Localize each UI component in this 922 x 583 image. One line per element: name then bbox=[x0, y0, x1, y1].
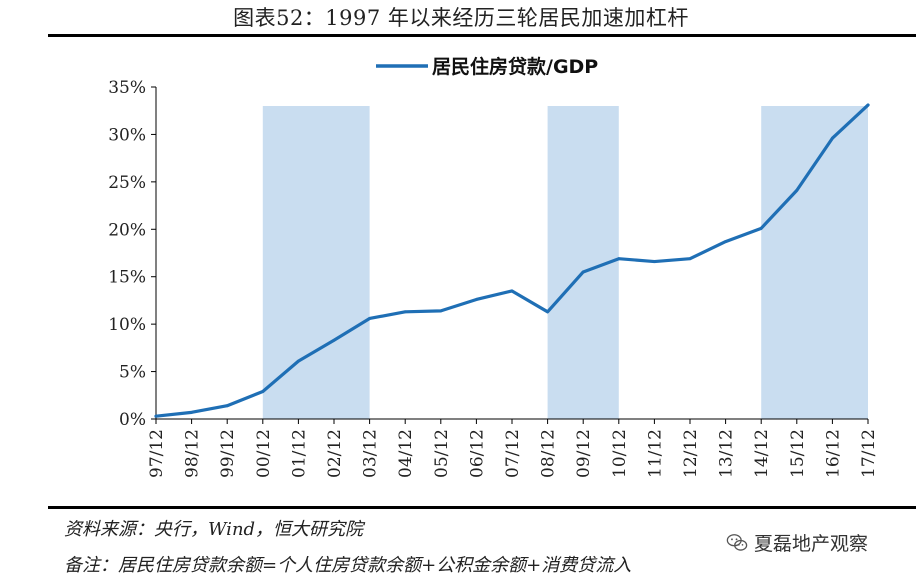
watermark: 夏磊地产观察 bbox=[726, 529, 868, 556]
top-rule bbox=[48, 34, 916, 37]
data-point bbox=[795, 188, 799, 192]
y-tick-label: 5% bbox=[119, 363, 146, 383]
y-tick-label: 20% bbox=[108, 220, 146, 240]
data-point bbox=[653, 260, 656, 263]
x-tick-label: 15/12 bbox=[788, 429, 808, 478]
data-point bbox=[724, 240, 727, 244]
x-tick-label: 07/12 bbox=[503, 429, 523, 478]
line-chart: 0% 5% 10% 15% 20% 25% 30% 35% 97/12 98/12 99/12 00/… bbox=[108, 55, 879, 478]
data-point bbox=[297, 359, 300, 363]
x-tick-label: 14/12 bbox=[752, 429, 772, 478]
x-tick-label: 99/12 bbox=[218, 429, 238, 478]
x-tick-label: 04/12 bbox=[396, 429, 416, 478]
data-point bbox=[831, 136, 834, 140]
data-point bbox=[368, 317, 371, 320]
watermark-text: 夏磊地产观察 bbox=[754, 533, 869, 555]
shaded-band-1 bbox=[262, 106, 370, 419]
data-point bbox=[759, 226, 763, 230]
x-tick-label: 11/12 bbox=[645, 429, 665, 478]
data-point bbox=[475, 298, 478, 301]
x-tick-label: 01/12 bbox=[289, 429, 309, 478]
x-tick-label: 12/12 bbox=[681, 429, 701, 478]
data-point bbox=[581, 270, 585, 274]
x-tick-label: 06/12 bbox=[467, 429, 487, 478]
chart-title: 图表52：1997 年以来经历三轮居民加速加杠杆 bbox=[233, 6, 689, 30]
data-point bbox=[688, 257, 692, 261]
x-tick-label: 08/12 bbox=[539, 429, 559, 478]
y-tick-label: 25% bbox=[108, 173, 146, 193]
remark-note: 备注：居民住房贷款余额=个人住房贷款余额+公积金余额+消费贷流入 bbox=[64, 555, 632, 576]
x-tick-label: 97/12 bbox=[147, 429, 167, 478]
x-tick-label: 10/12 bbox=[610, 429, 630, 478]
y-tick-label: 15% bbox=[108, 268, 146, 288]
bottom-rule bbox=[48, 506, 916, 509]
x-tick-label: 00/12 bbox=[254, 429, 274, 478]
legend-label: 居民住房贷款/GDP bbox=[432, 55, 598, 78]
wechat-icon bbox=[726, 533, 748, 551]
x-tick-label: 03/12 bbox=[361, 429, 381, 478]
y-tick-label: 10% bbox=[108, 315, 146, 335]
y-tick-label: 35% bbox=[108, 78, 146, 98]
data-point bbox=[332, 338, 336, 342]
data-point bbox=[866, 103, 870, 107]
data-point bbox=[154, 414, 158, 418]
y-tick-label: 0% bbox=[119, 410, 146, 430]
x-tick-label: 13/12 bbox=[717, 429, 737, 478]
shaded-band-3 bbox=[761, 106, 868, 419]
source-note: 资料来源：央行，Wind，恒大研究院 bbox=[64, 519, 364, 540]
data-point bbox=[617, 257, 621, 261]
x-tick-label: 16/12 bbox=[823, 429, 843, 478]
x-tick-label: 98/12 bbox=[183, 429, 203, 478]
x-tick-label: 17/12 bbox=[859, 429, 879, 478]
x-tick-label: 02/12 bbox=[325, 429, 345, 478]
data-point bbox=[190, 410, 194, 414]
data-point bbox=[510, 289, 514, 293]
data-point bbox=[403, 310, 407, 314]
data-point bbox=[439, 309, 443, 313]
x-tick-label: 09/12 bbox=[574, 429, 594, 478]
y-tick-label: 30% bbox=[108, 125, 146, 145]
data-point bbox=[261, 390, 265, 393]
data-point bbox=[225, 404, 229, 408]
x-tick-label: 05/12 bbox=[432, 429, 452, 478]
data-point bbox=[546, 310, 549, 314]
